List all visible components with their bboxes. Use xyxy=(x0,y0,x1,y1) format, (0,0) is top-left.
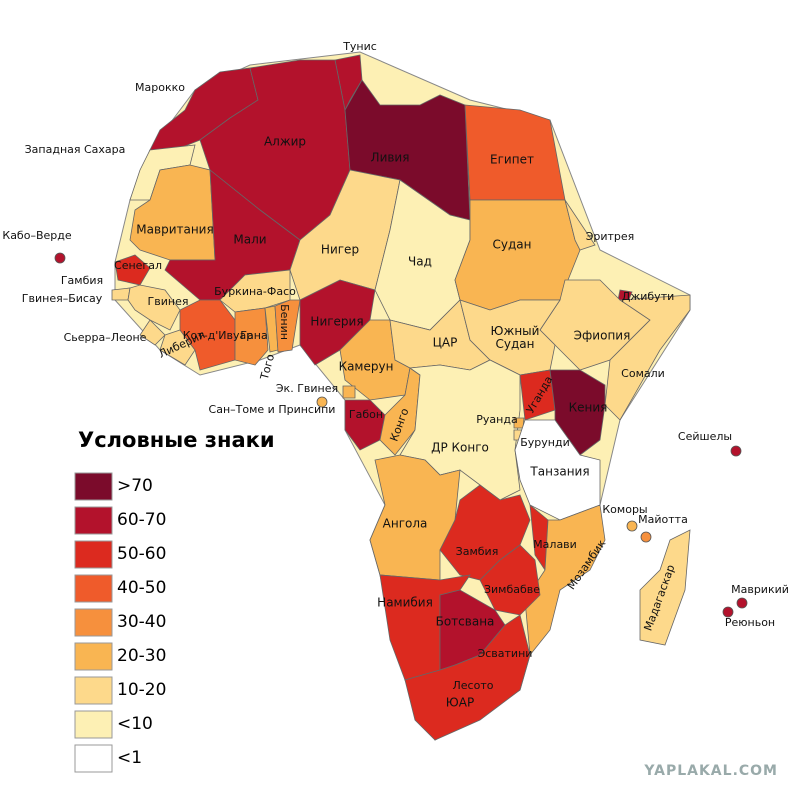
country xyxy=(114,254,151,286)
legend-label: 30-40 xyxy=(117,612,167,632)
country-label: Коморы xyxy=(602,502,648,516)
legend-swatch xyxy=(74,608,113,637)
country-label: Сейшелы xyxy=(677,429,733,443)
country-label: Замбия xyxy=(455,544,499,558)
legend-swatch xyxy=(74,472,113,501)
country-label: Эк. Гвинея xyxy=(275,381,339,395)
country-label: Кот-д'Ивуар xyxy=(182,328,254,342)
country xyxy=(604,294,691,421)
legend-label: 10-20 xyxy=(117,680,167,700)
country-label: Западная Сахара xyxy=(24,142,126,156)
country-label: Египет xyxy=(490,152,534,167)
legend-label: 50-60 xyxy=(117,544,167,564)
country xyxy=(139,319,166,346)
island xyxy=(722,606,734,618)
country xyxy=(459,299,561,376)
legend-swatch xyxy=(74,642,113,671)
country xyxy=(524,504,606,657)
country-label: Кения xyxy=(568,400,608,415)
country-label: Бурунди xyxy=(520,435,570,449)
legend-label: 20-30 xyxy=(117,646,167,666)
island xyxy=(626,520,638,532)
country-label: Реюньон xyxy=(724,615,776,629)
country-label: Кабо–Верде xyxy=(2,228,72,242)
country-label: Эритрея xyxy=(585,229,635,243)
country-label: Джибути xyxy=(621,289,675,303)
country-label: Гвинея xyxy=(147,294,189,308)
country xyxy=(479,544,541,616)
country-label: Ливия xyxy=(370,150,410,165)
country-label: Малави xyxy=(533,537,577,551)
country-label: Ангола xyxy=(382,516,428,531)
country xyxy=(111,287,131,301)
country xyxy=(464,104,566,201)
legend-swatch xyxy=(74,710,113,739)
country-label: Танзания xyxy=(530,464,590,479)
country xyxy=(274,299,301,353)
country-label: Алжир xyxy=(263,134,307,149)
country-label: Гамбия xyxy=(60,273,104,287)
country-label: Нигерия xyxy=(310,314,364,329)
country-label: Майотта xyxy=(638,512,688,526)
country-label: Намибия xyxy=(377,595,433,610)
country xyxy=(564,199,596,251)
country-label: Гана xyxy=(240,328,268,342)
island xyxy=(316,396,328,408)
island xyxy=(736,597,748,609)
country xyxy=(234,307,269,366)
legend-swatch xyxy=(74,676,113,705)
legend-swatch xyxy=(74,540,113,569)
country-label: Руанда xyxy=(476,412,518,426)
legend-label: >70 xyxy=(117,476,153,496)
legend-label: 60-70 xyxy=(117,510,167,530)
country-label: Сан–Томе и Принсипи xyxy=(208,402,336,416)
legend-label: 40-50 xyxy=(117,578,167,598)
country-label: Сенегал xyxy=(114,258,162,272)
country-label: Судан xyxy=(492,237,532,252)
country xyxy=(639,529,691,646)
country-label: Тунис xyxy=(343,39,377,53)
country-label: Мавритания xyxy=(136,222,214,237)
country-label: ЮАР xyxy=(445,695,475,710)
country-label: Нигер xyxy=(320,242,360,257)
legend-label: <1 xyxy=(117,748,143,768)
island xyxy=(640,531,652,543)
country xyxy=(439,484,531,581)
legend-swatch xyxy=(74,506,113,535)
country-label: Зимбабве xyxy=(483,582,541,596)
country-label: Южный Судан xyxy=(490,323,540,351)
country-label: Сомали xyxy=(621,366,665,380)
country-label: ЦАР xyxy=(432,335,458,350)
country xyxy=(549,369,606,456)
country-label: Маврикий xyxy=(731,582,789,596)
country-label: Эсватини xyxy=(477,646,533,660)
country-label: Лесото xyxy=(452,678,494,692)
country-label: ДР Конго xyxy=(431,440,489,455)
country-label: Чад xyxy=(408,254,432,269)
country-label: Сьерра–Леоне xyxy=(63,330,147,344)
country-label: Камерун xyxy=(338,359,394,374)
legend-swatch xyxy=(74,744,113,773)
watermark: YAPLAKAL.COM xyxy=(644,763,778,779)
country-label: Гвинея–Бисау xyxy=(21,291,103,305)
country-label: Габон xyxy=(348,407,384,421)
country-label: Эфиопия xyxy=(573,328,631,343)
island xyxy=(54,252,66,264)
country-label: Ботсвана xyxy=(435,614,495,629)
country-label: Марокко xyxy=(135,80,185,94)
legend-title: Условные знаки xyxy=(78,428,275,452)
country-label: Бенин xyxy=(278,304,292,340)
country-label: Мали xyxy=(233,232,267,247)
legend-label: <10 xyxy=(117,714,153,734)
country xyxy=(404,614,531,741)
country xyxy=(342,385,356,399)
country-label: Буркина-Фасо xyxy=(214,284,296,298)
legend-swatch xyxy=(74,574,113,603)
island xyxy=(730,445,742,457)
